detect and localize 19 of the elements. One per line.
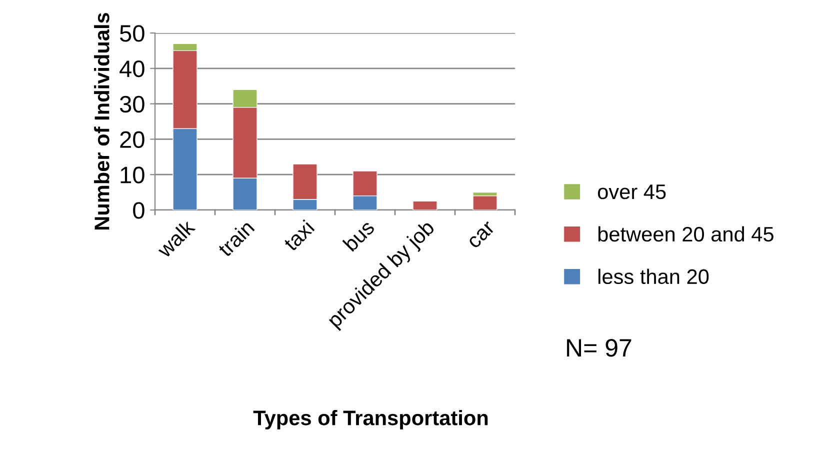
y-axis-title: Number of Individuals (94, 12, 110, 230)
bar (412, 200, 438, 210)
y-tick-label: 40 (120, 60, 144, 78)
y-tick-label: 50 (120, 25, 144, 42)
x-tick-label: bus (342, 218, 376, 252)
bar (472, 195, 498, 210)
legend-label: between 20 and 45 (598, 226, 774, 242)
x-tick-label: train (216, 219, 255, 258)
x-axis-title: Types of Transportation (253, 410, 488, 430)
y-tick-label: 0 (133, 202, 144, 219)
legend-label: less than 20 (598, 268, 709, 284)
text: N= 97 (567, 339, 632, 357)
x-tick-label: walk (156, 218, 196, 259)
y-tick-label: 30 (120, 96, 144, 113)
y-tick-label: 20 (120, 131, 144, 148)
x-tick-label: car (468, 221, 496, 249)
legend-label: over 45 (598, 184, 666, 200)
y-tick-label: 10 (120, 166, 144, 184)
x-tick-label: taxi (282, 219, 315, 252)
